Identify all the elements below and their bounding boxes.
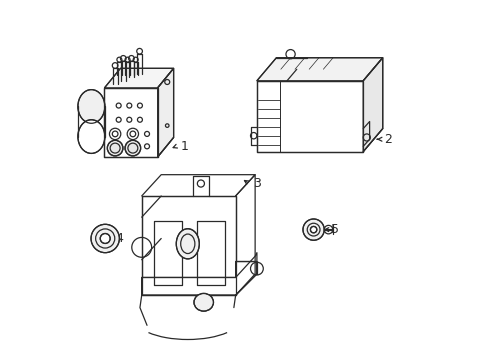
Polygon shape: [363, 58, 382, 152]
Text: 3: 3: [253, 177, 261, 190]
Polygon shape: [142, 196, 235, 295]
Circle shape: [303, 219, 324, 240]
Circle shape: [91, 224, 119, 253]
Ellipse shape: [194, 293, 213, 311]
Circle shape: [107, 140, 122, 156]
Polygon shape: [142, 261, 256, 295]
Circle shape: [100, 234, 110, 243]
Polygon shape: [256, 58, 382, 81]
Circle shape: [310, 226, 316, 233]
Polygon shape: [104, 68, 173, 88]
Text: 5: 5: [331, 223, 339, 236]
Text: 4: 4: [115, 232, 123, 245]
Circle shape: [125, 140, 141, 156]
Polygon shape: [104, 88, 157, 157]
Ellipse shape: [176, 229, 199, 259]
Polygon shape: [157, 68, 173, 157]
Ellipse shape: [78, 120, 104, 153]
Text: 2: 2: [384, 133, 391, 146]
Text: 1: 1: [181, 140, 188, 153]
Ellipse shape: [78, 90, 104, 123]
Polygon shape: [256, 81, 363, 152]
